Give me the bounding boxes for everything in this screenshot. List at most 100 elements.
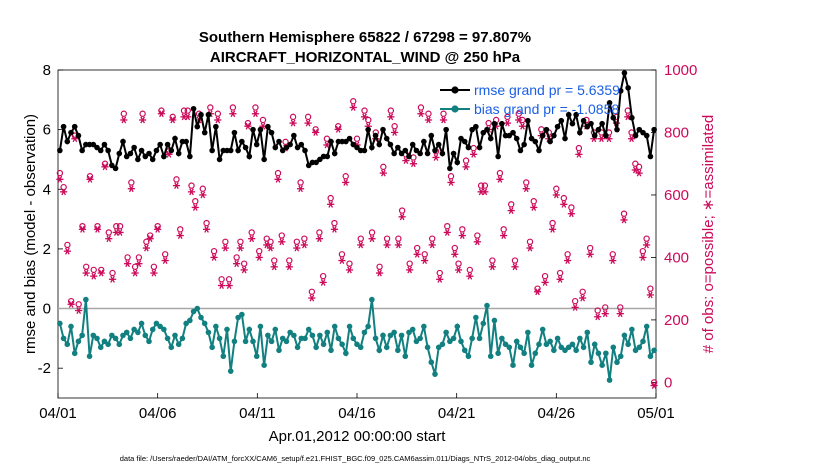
possible-obs-marker	[647, 285, 654, 292]
assimilated-obs-marker	[75, 307, 83, 314]
possible-obs-marker	[357, 235, 364, 242]
rmse-point	[629, 114, 635, 121]
assimilated-obs-marker	[330, 225, 339, 233]
rmse-point	[617, 88, 624, 94]
bias-point	[495, 350, 501, 357]
bias-point	[116, 341, 123, 348]
assimilated-obs-marker	[556, 275, 564, 283]
possible-obs-marker	[218, 276, 225, 283]
bias-point	[643, 323, 650, 330]
rmse-point	[409, 141, 416, 148]
bias-point	[584, 329, 591, 336]
rmse-point	[387, 141, 394, 148]
bias-point	[491, 317, 498, 324]
bias-point	[365, 323, 371, 330]
rmse-point	[521, 141, 527, 148]
rmse-point	[123, 153, 130, 160]
possible-obs-marker	[184, 107, 191, 114]
assimilated-obs-marker	[515, 116, 523, 124]
assimilated-obs-marker	[586, 250, 594, 258]
rmse-point	[651, 126, 657, 133]
bias-point	[513, 338, 520, 345]
bias-point	[309, 332, 316, 339]
possible-obs-marker	[135, 254, 143, 261]
assimilated-obs-marker	[93, 225, 102, 233]
legend-bias-marker	[451, 105, 459, 113]
rmse-point	[476, 144, 483, 151]
possible-obs-marker	[225, 276, 233, 283]
possible-obs-marker	[199, 185, 206, 192]
rmse-point	[64, 138, 71, 145]
assimilated-obs-marker	[319, 278, 327, 286]
rmse-point	[398, 150, 405, 157]
y-tick-label: 8	[43, 62, 51, 79]
bias-point	[142, 332, 149, 339]
bias-point	[402, 353, 409, 360]
bias-point	[391, 329, 397, 336]
assimilated-obs-marker	[466, 272, 474, 280]
rmse-point	[584, 123, 591, 130]
rmse-point	[395, 144, 401, 151]
bias-point	[283, 338, 290, 345]
bias-point	[276, 347, 282, 354]
possible-obs-marker	[440, 110, 447, 117]
rmse-point	[577, 129, 583, 136]
bias-point	[406, 329, 412, 336]
possible-obs-marker	[331, 219, 338, 227]
bias-point	[558, 344, 565, 351]
assimilated-obs-marker	[285, 263, 293, 271]
bias-point	[536, 341, 542, 348]
bias-point	[473, 314, 479, 321]
chart-subtitle: AIRCRAFT_HORIZONTAL_WIND @ 250 hPa	[210, 49, 521, 66]
assimilated-obs-marker	[67, 300, 75, 308]
possible-obs-marker	[511, 257, 519, 264]
legend-rmse-label: rmse grand pr = 5.6359	[474, 82, 620, 98]
assimilated-obs-marker	[424, 116, 433, 124]
bias-point	[577, 335, 583, 342]
bias-point	[369, 296, 375, 303]
possible-obs-marker	[455, 260, 462, 267]
rmse-point	[302, 147, 308, 154]
rmse-point	[257, 126, 264, 133]
bias-point	[146, 338, 152, 345]
rmse-point	[406, 153, 412, 160]
rmse-point	[168, 147, 175, 154]
possible-obs-marker	[308, 288, 316, 295]
rmse-point	[551, 132, 557, 139]
rmse-point	[343, 138, 349, 145]
rmse-point	[562, 135, 568, 142]
rmse-point	[201, 129, 208, 136]
bias-point	[380, 332, 386, 339]
assimilated-obs-marker	[560, 200, 568, 208]
rmse-point	[380, 126, 386, 133]
rmse-point	[60, 123, 67, 130]
possible-obs-marker	[286, 257, 293, 264]
assimilated-obs-marker	[387, 113, 395, 121]
bias-point	[294, 344, 301, 351]
assimilated-obs-marker	[157, 110, 166, 118]
possible-obs-marker	[425, 110, 432, 117]
assimilated-obs-marker	[650, 382, 658, 389]
bias-point	[279, 335, 286, 342]
y-right-tick-label: 200	[664, 312, 689, 329]
possible-obs-marker	[462, 157, 470, 164]
rmse-point	[242, 144, 249, 151]
bias-point	[198, 314, 204, 321]
x-tick-label: 04/11	[239, 405, 275, 422]
assimilated-obs-marker	[646, 291, 654, 299]
right-axis: 0 200 400 600 800 1000	[651, 62, 697, 391]
possible-obs-marker	[500, 226, 507, 233]
y-axis-right-label: # of obs: o=possible; ∗=assimilated	[700, 115, 717, 354]
rmse-point	[97, 147, 104, 154]
possible-obs-marker	[150, 263, 158, 270]
bias-point	[521, 350, 527, 357]
x-tick-label: 04/21	[438, 405, 476, 422]
rmse-point	[372, 132, 379, 139]
bias-point	[565, 344, 572, 351]
possible-obs-marker	[192, 197, 199, 205]
rmse-point	[554, 123, 561, 130]
rmse-point	[350, 141, 357, 148]
rmse-point	[79, 147, 85, 154]
rmse-point	[447, 165, 453, 172]
